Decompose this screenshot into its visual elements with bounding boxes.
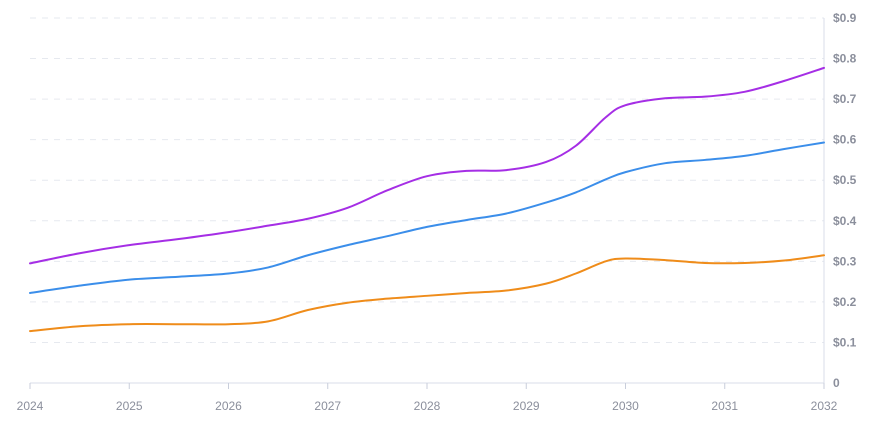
x-tick-label: 2031 (711, 399, 738, 413)
x-tick-label: 2027 (314, 399, 341, 413)
series-line-low (29, 254, 825, 333)
y-tick-label: $0.1 (833, 335, 857, 349)
y-tick-label: $0.3 (833, 254, 857, 268)
y-tick-label: 0 (833, 376, 840, 390)
series-layer (29, 66, 825, 333)
y-tick-label: $0.8 (833, 52, 857, 66)
x-tick-label: 2024 (17, 399, 44, 413)
label-layer: 0 $0.1 $0.2 $0.3 $0.4 $0.5 $0.6 $0.7 $0.8 $0.9 202… (17, 11, 857, 413)
y-tick-label: $0.9 (833, 11, 857, 25)
x-tick-label: 2025 (116, 399, 143, 413)
x-tick-label: 2029 (513, 399, 540, 413)
x-tick-label: 2028 (414, 399, 441, 413)
x-tick-label: 2032 (811, 399, 838, 413)
series-line-high (29, 66, 825, 265)
y-tick-label: $0.7 (833, 92, 857, 106)
y-tick-label: $0.5 (833, 173, 857, 187)
y-tick-label: $0.4 (833, 214, 857, 228)
y-tick-label: $0.2 (833, 295, 857, 309)
series-line-average (29, 141, 825, 294)
x-tick-label: 2026 (215, 399, 242, 413)
axis-layer (29, 18, 825, 389)
x-tick-label: 2030 (612, 399, 639, 413)
grid-layer (30, 17, 824, 343)
y-tick-label: $0.6 (833, 133, 857, 147)
